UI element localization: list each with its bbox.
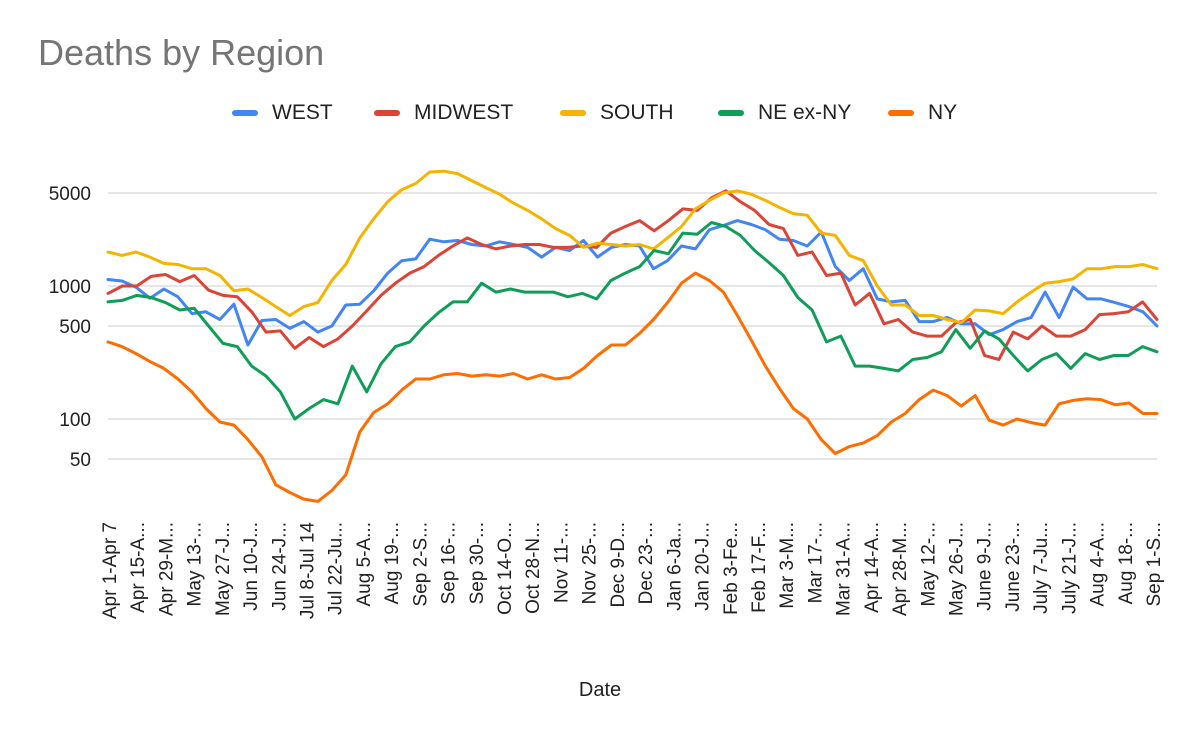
x-tick-label: June 23-... (1003, 522, 1024, 612)
legend-item-west: WEST (232, 98, 333, 128)
x-tick-label: Apr 14-A... (862, 522, 883, 613)
x-tick-label: Sep 2-S... (410, 522, 431, 607)
legend-swatch (718, 110, 744, 116)
x-tick-label: Jul 22-Ju... (326, 522, 347, 615)
series-line-ny (106, 271, 1159, 503)
x-tick-label: Oct 28-N... (523, 522, 544, 614)
x-tick-label: June 9-J... (975, 522, 996, 611)
x-tick-label: May 13-... (185, 522, 206, 606)
x-tick-label: Jan 6-Ja... (664, 522, 685, 611)
series-line-south (106, 169, 1159, 325)
x-tick-label: Apr 15-A... (128, 522, 149, 613)
x-tick-label: Nov 25-... (580, 522, 601, 604)
x-tick-label: Mar 17-... (805, 522, 826, 603)
legend-label: SOUTH (600, 101, 674, 124)
x-tick-label: Oct 14-O... (495, 522, 516, 615)
x-tick-label: Dec 23-... (636, 522, 657, 604)
x-tick-label: May 12-... (918, 522, 939, 606)
legend-swatch (888, 110, 914, 116)
chart-title: Deaths by Region (38, 32, 325, 73)
x-tick-label: May 26-J... (946, 522, 967, 616)
y-tick-label: 50 (70, 450, 91, 471)
x-tick-label: Aug 5-A... (354, 522, 375, 607)
x-tick-label: Jun 24-J... (269, 522, 290, 611)
legend-item-ne-ex-ny: NE ex-NY (718, 98, 851, 128)
gridlines (108, 192, 1157, 460)
x-tick-label: July 21-J... (1059, 522, 1080, 614)
x-tick-label: May 27-J... (213, 522, 234, 616)
x-tick-label: Aug 19-... (382, 522, 403, 604)
legend-label: MIDWEST (414, 101, 514, 124)
legend-swatch (232, 110, 258, 116)
x-tick-label: Feb 3-Fe... (721, 522, 742, 615)
series-line-midwest (106, 189, 1159, 361)
x-tick-label: Jan 20-J... (693, 522, 714, 611)
x-tick-label: Sep 30-... (467, 522, 488, 604)
x-tick-label: Mar 3-M... (777, 522, 798, 609)
x-tick-label: Sep 1-S... (1144, 522, 1165, 607)
x-tick-label: Apr 1-Apr 7 (100, 522, 121, 619)
x-tick-label: Aug 4-A... (1088, 522, 1109, 607)
x-tick-label: Apr 28-M... (890, 522, 911, 616)
legend-item-south: SOUTH (560, 98, 674, 128)
x-tick-label: Sep 16-... (439, 522, 460, 604)
legend-swatch (374, 110, 400, 116)
y-tick-label: 1000 (49, 277, 91, 298)
series-line-ne-ex-ny (106, 221, 1159, 421)
legend-label: NY (928, 101, 958, 124)
x-tick-label: Nov 11-... (551, 522, 572, 603)
legend-item-midwest: MIDWEST (374, 98, 513, 128)
chart-legend: WEST MIDWEST SOUTH NE ex-NY NY (0, 98, 1200, 128)
legend-label: WEST (272, 101, 333, 124)
x-tick-label: Feb 17-F... (749, 522, 770, 613)
legend-label: NE ex-NY (758, 101, 852, 124)
x-tick-label: Jun 10-J... (241, 522, 262, 611)
y-tick-label: 5000 (49, 184, 91, 205)
series-lines (106, 169, 1159, 503)
x-tick-label: Aug 18-... (1116, 522, 1137, 604)
y-tick-label: 100 (59, 410, 91, 431)
legend-item-ny: NY (888, 98, 957, 128)
x-tick-label: Mar 31-A... (834, 522, 855, 616)
x-tick-label: July 7-Ju... (1031, 522, 1052, 614)
legend-swatch (560, 110, 586, 116)
x-axis-label: Date (578, 679, 622, 701)
y-tick-label: 500 (59, 317, 91, 338)
y-axis-ticks: 50 100 500 1000 5000 (49, 184, 91, 471)
x-tick-label: Dec 9-D... (608, 522, 629, 608)
x-tick-label: Apr 29-M... (156, 522, 177, 616)
x-axis-ticks: Apr 1-Apr 7 Apr 15-A... Apr 29-M... May 13-… (100, 522, 1165, 620)
x-tick-label: Jul 8-Jul 14 (298, 522, 319, 620)
